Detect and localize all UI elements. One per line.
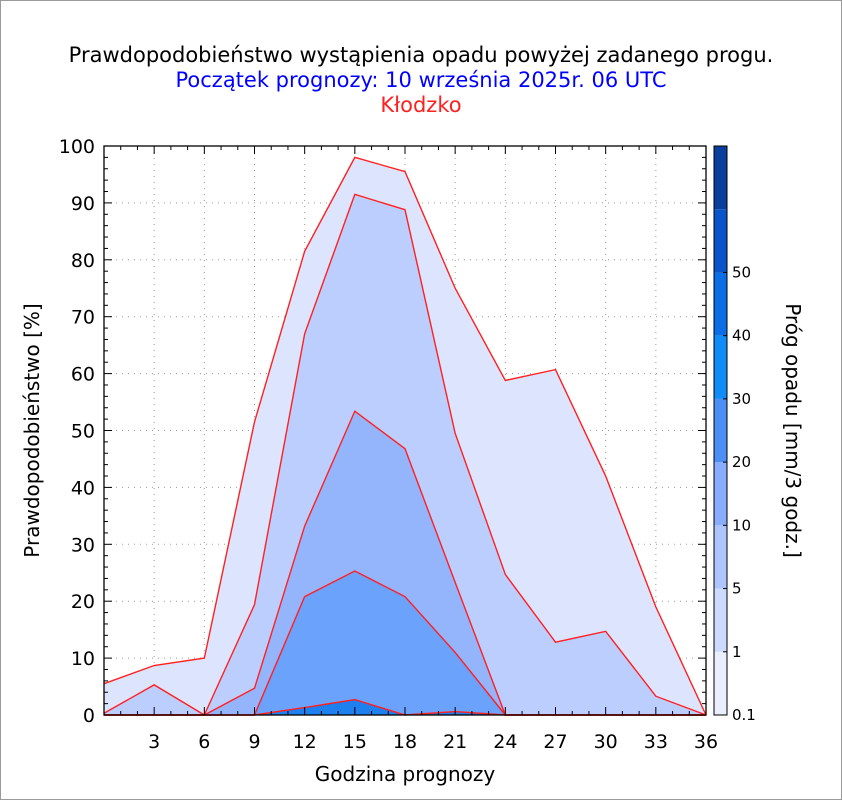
y-tick-label: 100 [59, 136, 95, 158]
colorbar-tick-label: 10 [732, 516, 751, 534]
y-tick-label: 40 [71, 477, 95, 499]
x-tick-label: 30 [594, 731, 618, 753]
x-tick-label: 27 [543, 731, 567, 753]
y-tick-label: 80 [71, 250, 95, 272]
x-tick-label: 3 [148, 731, 160, 753]
colorbar-tick-label: 50 [732, 263, 751, 281]
area-threshold-5 [104, 411, 706, 715]
y-tick-label: 20 [71, 591, 95, 613]
y-tick-label: 0 [83, 705, 95, 727]
x-tick-label: 12 [293, 731, 317, 753]
x-tick-label: 15 [343, 731, 367, 753]
area-threshold-10 [104, 571, 706, 715]
x-tick-label: 18 [393, 731, 417, 753]
y-tick-label: 50 [71, 421, 95, 443]
colorbar-label: Próg opadu [mm/3 godz.] [781, 303, 805, 558]
y-tick-label: 90 [71, 193, 95, 215]
x-tick-label: 6 [198, 731, 210, 753]
y-tick-label: 70 [71, 307, 95, 329]
colorbar-band [714, 651, 727, 715]
x-tick-label: 24 [493, 731, 517, 753]
colorbar-band [714, 525, 727, 589]
colorbar-tick-label: 40 [732, 327, 751, 345]
forecast-start-subtitle: Początek prognozy: 10 września 2025r. 06… [175, 68, 667, 92]
x-axis-ticks: 3 6 9 12 15 18 21 24 27 30 33 36 [103, 146, 718, 753]
colorbar-band [714, 462, 727, 526]
location-label: Kłodzko [380, 93, 462, 117]
outline-threshold-0_1 [103, 156, 707, 716]
colorbar-band [714, 209, 727, 273]
y-axis-ticks: 0 10 20 30 40 50 60 70 80 90 100 [59, 136, 706, 727]
colorbar-band [714, 335, 727, 399]
colorbar-tick-label: 30 [732, 390, 751, 408]
x-tick-label: 9 [248, 731, 260, 753]
colorbar: 0.1 1 5 10 20 30 40 50 [713, 145, 756, 724]
colorbar-tick-label: 1 [732, 643, 742, 661]
y-axis-label: Prawdopodobieństwo [%] [20, 303, 44, 557]
colorbar-border [713, 145, 728, 716]
x-tick-label: 36 [694, 731, 718, 753]
colorbar-tick-label: 20 [732, 453, 751, 471]
x-tick-label: 33 [644, 731, 668, 753]
colorbar-band [714, 146, 727, 210]
x-tick-label: 21 [443, 731, 467, 753]
y-tick-label: 30 [71, 534, 95, 556]
y-tick-label: 10 [71, 648, 95, 670]
x-axis-label: Godzina prognozy [315, 762, 496, 786]
chart-title: Prawdopodobieństwo wystąpienia opadu pow… [68, 43, 774, 67]
probability-areas [104, 157, 706, 716]
colorbar-band [714, 272, 727, 336]
colorbar-band [714, 588, 727, 652]
colorbar-band [714, 398, 727, 463]
colorbar-tick-label: 5 [732, 580, 742, 598]
colorbar-tick-label: 0.1 [732, 706, 756, 724]
y-tick-label: 60 [71, 364, 95, 386]
